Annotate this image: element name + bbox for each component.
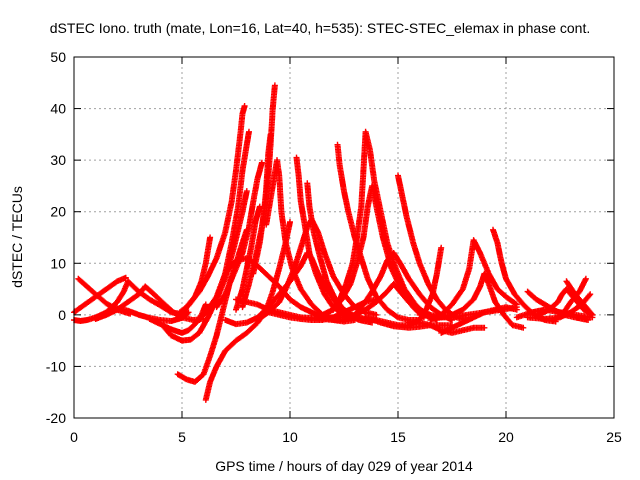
y-tick-label: -20 xyxy=(46,410,66,426)
series-markers xyxy=(416,304,520,321)
x-axis-label: GPS time / hours of day 029 of year 2014 xyxy=(215,458,473,474)
x-tick-label: 5 xyxy=(178,429,186,445)
x-tick-label: 0 xyxy=(70,429,78,445)
series-arc-36 xyxy=(427,237,520,323)
series-markers xyxy=(196,128,252,323)
series-arc-14 xyxy=(196,128,252,323)
y-tick-label: 10 xyxy=(50,255,66,271)
x-tick-label: 25 xyxy=(606,429,622,445)
series-arc-40 xyxy=(416,304,520,321)
y-tick-label: 30 xyxy=(50,152,66,168)
y-tick-label: -10 xyxy=(46,358,66,374)
plot-frame xyxy=(73,56,615,419)
series-arc-46 xyxy=(513,306,596,321)
y-tick-label: 40 xyxy=(50,101,66,117)
series-markers xyxy=(250,131,274,277)
series-markers xyxy=(513,306,596,321)
x-tick-label: 10 xyxy=(282,429,298,445)
y-tick-label: 20 xyxy=(50,204,66,220)
y-tick-label: 0 xyxy=(58,307,66,323)
y-tick-label: 50 xyxy=(50,49,66,65)
series-arc-13 xyxy=(176,103,248,321)
x-tick-label: 20 xyxy=(498,429,514,445)
data-marks xyxy=(71,82,596,403)
y-axis-label: dSTEC / TECUs xyxy=(9,186,25,288)
x-tick-label: 15 xyxy=(390,429,406,445)
series-markers xyxy=(427,237,520,323)
chart-title: dSTEC Iono. truth (mate, Lon=16, Lat=40,… xyxy=(50,20,590,36)
axis-ticks: 0 5 10 15 20 25 -20 -10 0 10 20 30 40 50 xyxy=(46,49,622,445)
series-arc-18 xyxy=(250,131,274,277)
series-markers xyxy=(176,103,248,321)
